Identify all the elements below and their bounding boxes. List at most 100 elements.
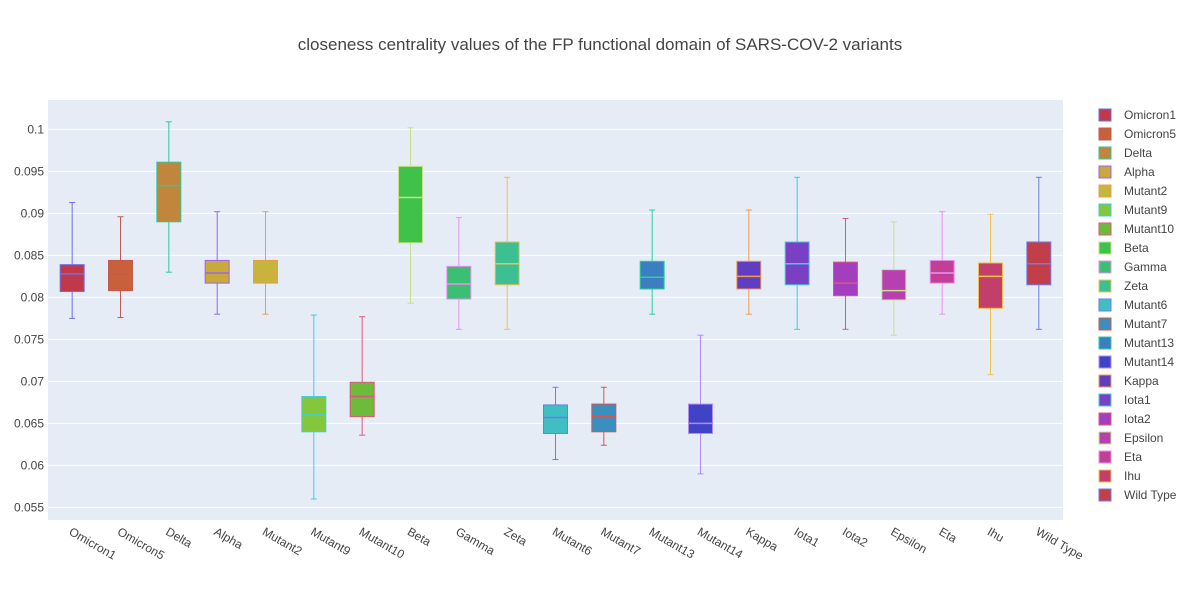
legend-swatch [1098, 241, 1112, 255]
legend-item[interactable]: Epsilon [1098, 431, 1163, 445]
legend-item[interactable]: Mutant9 [1098, 203, 1168, 217]
legend-item[interactable]: Gamma [1098, 260, 1167, 274]
y-tick-label: 0.07 [21, 374, 45, 388]
legend-item[interactable]: Iota1 [1098, 393, 1151, 407]
legend-swatch [1098, 108, 1112, 122]
box-mutant2 [253, 211, 278, 315]
legend-swatch [1098, 431, 1112, 445]
box-body [398, 165, 423, 244]
legend-swatch [1098, 222, 1112, 236]
legend-label: Beta [1124, 241, 1149, 255]
box-body [253, 259, 278, 284]
legend-swatch [1098, 355, 1112, 369]
legend-swatch [1098, 298, 1112, 312]
box-body [301, 396, 327, 433]
x-tick-label: Mutant6 [550, 524, 595, 558]
box-mutant9 [301, 314, 327, 500]
y-tick-label: 0.09 [21, 206, 45, 220]
legend-item[interactable]: Mutant2 [1098, 184, 1168, 198]
legend-item[interactable]: Wild Type [1098, 488, 1177, 502]
legend-item[interactable]: Omicron1 [1098, 108, 1176, 122]
y-tick-label: 0.095 [14, 164, 44, 178]
y-tick-label: 0.075 [14, 332, 44, 346]
x-tick-label: Iota1 [792, 524, 822, 550]
legend-label: Mutant2 [1124, 184, 1168, 198]
box-body [833, 261, 858, 297]
legend-item[interactable]: Alpha [1098, 165, 1155, 179]
x-tick-label: Alpha [212, 524, 246, 552]
box-body [349, 381, 375, 418]
legend-swatch [1098, 488, 1112, 502]
box-ihu [978, 213, 1003, 376]
box-mutant7 [591, 386, 617, 446]
legend-item[interactable]: Mutant6 [1098, 298, 1168, 312]
legend-item[interactable]: Ihu [1098, 469, 1141, 483]
legend-swatch [1098, 469, 1112, 483]
legend-swatch [1098, 450, 1112, 464]
legend-label: Mutant9 [1124, 203, 1168, 217]
box-body [881, 269, 907, 301]
legend-label: Iota1 [1124, 393, 1151, 407]
legend-item[interactable]: Kappa [1098, 374, 1159, 388]
x-tick-label: Epsilon [888, 524, 929, 556]
legend-label: Mutant13 [1124, 336, 1174, 350]
legend-item[interactable]: Beta [1098, 241, 1149, 255]
box-kappa [736, 209, 762, 315]
legend-item[interactable]: Zeta [1098, 279, 1148, 293]
box-plots [59, 121, 1052, 500]
legend[interactable]: Omicron1 Omicron5 Delta Alpha Mutant2 Mutant9… [1098, 108, 1177, 502]
legend-swatch [1098, 184, 1112, 198]
legend-swatch [1098, 203, 1112, 217]
legend-item[interactable]: Omicron5 [1098, 127, 1176, 141]
legend-item[interactable]: Iota2 [1098, 412, 1151, 426]
legend-item[interactable]: Mutant14 [1098, 355, 1174, 369]
legend-item[interactable]: Eta [1098, 450, 1142, 464]
legend-label: Mutant14 [1124, 355, 1174, 369]
legend-label: Wild Type [1124, 488, 1177, 502]
x-tick-label: Omicron1 [67, 524, 119, 562]
y-tick-label: 0.08 [21, 290, 45, 304]
legend-label: Epsilon [1124, 431, 1163, 445]
box-mutant6 [543, 386, 568, 461]
box-omicron5 [108, 216, 133, 319]
legend-swatch [1098, 260, 1112, 274]
box-body [688, 403, 713, 434]
legend-label: Omicron1 [1124, 108, 1176, 122]
box-eta [929, 211, 955, 315]
box-omicron1 [59, 201, 85, 319]
box-body [736, 260, 762, 290]
legend-label: Mutant10 [1124, 222, 1174, 236]
box-body [591, 403, 617, 433]
legend-item[interactable]: Mutant7 [1098, 317, 1168, 331]
x-tick-label: Omicron5 [115, 524, 167, 562]
box-iota2 [833, 217, 858, 330]
legend-swatch [1098, 279, 1112, 293]
x-tick-label: Delta [163, 524, 195, 550]
box-body [446, 265, 472, 300]
legend-label: Omicron5 [1124, 127, 1176, 141]
y-tick-label: 0.085 [14, 248, 44, 262]
legend-item[interactable]: Mutant10 [1098, 222, 1174, 236]
y-axis: 0.055 0.06 0.065 0.07 0.075 0.08 0.085 0.09 0.09… [14, 122, 44, 514]
box-mutant14 [688, 334, 713, 475]
legend-item[interactable]: Delta [1098, 146, 1152, 160]
legend-item[interactable]: Mutant13 [1098, 336, 1174, 350]
legend-label: Eta [1124, 450, 1142, 464]
legend-swatch [1098, 317, 1112, 331]
box-wild-type [1026, 176, 1052, 330]
legend-swatch [1098, 374, 1112, 388]
box-body [543, 404, 568, 434]
legend-label: Iota2 [1124, 412, 1151, 426]
box-iota1 [784, 176, 810, 330]
x-tick-label: Iota2 [840, 524, 870, 550]
legend-swatch [1098, 146, 1112, 160]
box-gamma [446, 217, 472, 330]
box-body [156, 161, 182, 223]
x-tick-label: Gamma [453, 524, 497, 558]
y-tick-label: 0.065 [14, 416, 44, 430]
box-mutant10 [349, 316, 375, 436]
x-tick-label: Mutant9 [308, 524, 353, 558]
legend-label: Ihu [1124, 469, 1141, 483]
